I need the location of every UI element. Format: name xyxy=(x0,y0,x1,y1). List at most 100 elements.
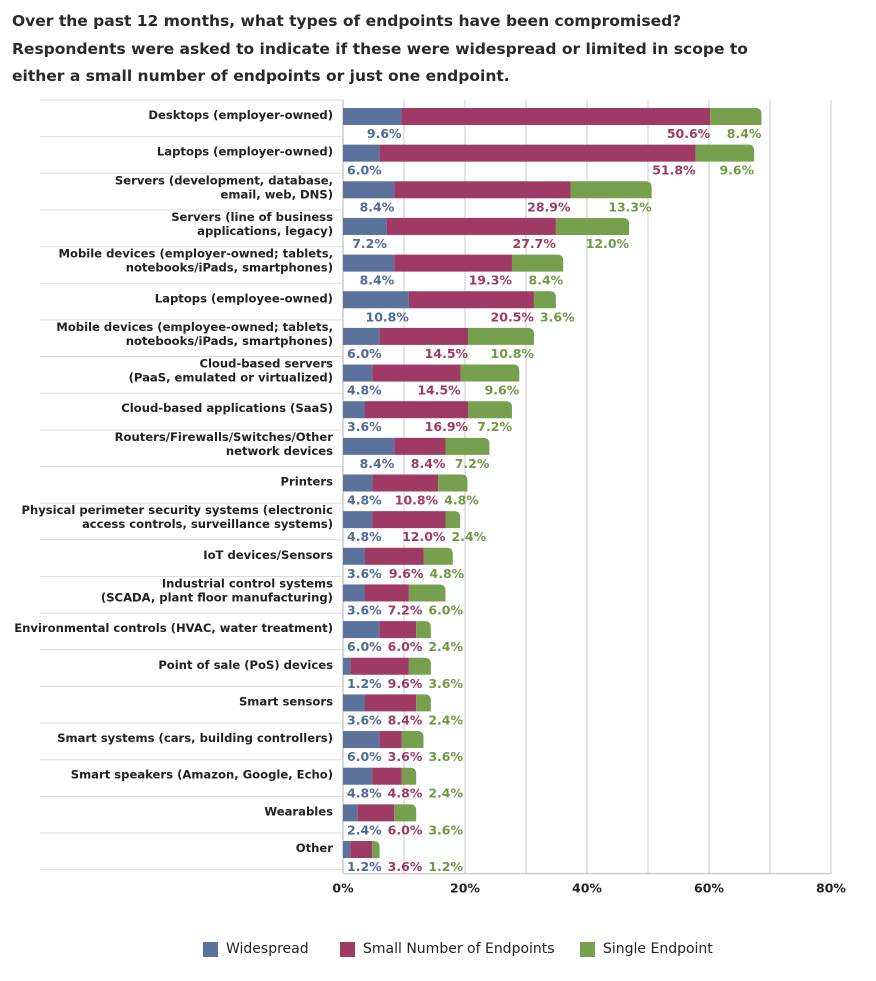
data-label: 6.0% xyxy=(347,749,382,764)
category-label: Cloud-based applications (SaaS) xyxy=(121,401,333,415)
data-label: 3.6% xyxy=(428,676,463,691)
data-label: 4.8% xyxy=(347,529,382,544)
bar-segment-widespread xyxy=(343,621,380,639)
bar-segment-small-number-of-endpoints xyxy=(379,731,402,749)
data-label: 12.0% xyxy=(402,529,446,544)
bar-segment-small-number-of-endpoints xyxy=(379,621,417,639)
category-label: applications, legacy) xyxy=(197,224,333,238)
title-line: Over the past 12 months, what types of e… xyxy=(12,12,682,30)
bar-segment-small-number-of-endpoints xyxy=(394,254,512,272)
category-label: Point of sale (PoS) devices xyxy=(158,658,333,672)
data-label: 8.4% xyxy=(388,712,423,727)
legend-swatch xyxy=(340,941,355,957)
data-label: 2.4% xyxy=(451,529,486,544)
category-label: Desktops (employer-owned) xyxy=(148,108,333,122)
bar-segment-single-endpoint xyxy=(533,291,556,309)
data-label: 6.0% xyxy=(347,346,382,361)
data-label: 1.2% xyxy=(347,676,382,691)
bar-segment-small-number-of-endpoints xyxy=(372,364,461,382)
data-label: 3.6% xyxy=(428,822,463,837)
bar-segment-single-endpoint xyxy=(710,108,762,125)
legend-item-single-endpoint: Single Endpoint xyxy=(580,941,713,957)
bar-segment-single-endpoint xyxy=(468,327,534,345)
bar-segment-small-number-of-endpoints xyxy=(394,437,446,455)
bar-segment-small-number-of-endpoints xyxy=(372,511,446,529)
data-label: 2.4% xyxy=(428,712,463,727)
category-label: Wearables xyxy=(264,804,333,818)
bar-segment-small-number-of-endpoints xyxy=(364,547,424,565)
data-label: 6.0% xyxy=(347,639,382,654)
data-label: 3.6% xyxy=(347,602,382,617)
data-label: 4.8% xyxy=(444,493,479,508)
data-label: 6.0% xyxy=(388,822,423,837)
category-label: access controls, surveillance systems) xyxy=(82,517,333,531)
bar-segment-widespread xyxy=(343,181,395,199)
data-label: 9.6% xyxy=(367,126,402,141)
category-label: Industrial control systems xyxy=(162,576,333,590)
legend: Widespread Small Number of Endpoints Sin… xyxy=(0,941,876,963)
bar-segment-widespread xyxy=(343,657,351,675)
category-label: Laptops (employer-owned) xyxy=(157,145,333,159)
data-label: 3.6% xyxy=(347,566,382,581)
bar-segment-widespread xyxy=(343,547,365,565)
bar-segment-widespread xyxy=(343,144,380,162)
x-tick-label: 40% xyxy=(572,881,602,896)
data-label: 4.8% xyxy=(430,566,465,581)
data-label: 3.6% xyxy=(428,749,463,764)
bar-segment-widespread xyxy=(343,217,387,235)
bar-segment-widespread xyxy=(343,474,373,492)
bar-segment-single-endpoint xyxy=(423,547,453,565)
category-label: Mobile devices (employee-owned; tablets, xyxy=(56,320,333,334)
category-label: Smart sensors xyxy=(239,694,333,708)
category-label: Laptops (employee-owned) xyxy=(155,291,333,305)
legend-label: Small Number of Endpoints xyxy=(363,941,555,957)
category-label: (SCADA, plant floor manufacturing) xyxy=(101,590,333,604)
category-label: Physical perimeter security systems (ele… xyxy=(21,503,333,517)
bar-segment-small-number-of-endpoints xyxy=(364,584,409,602)
bar-segment-small-number-of-endpoints xyxy=(372,474,439,492)
data-label: 7.2% xyxy=(477,419,512,434)
data-label: 6.0% xyxy=(428,602,463,617)
data-label: 1.2% xyxy=(347,859,382,874)
bar-segment-widespread xyxy=(343,291,409,309)
bar-segment-small-number-of-endpoints xyxy=(357,804,395,822)
bar-segment-small-number-of-endpoints xyxy=(350,657,409,675)
bar-segment-widespread xyxy=(343,364,373,382)
bar-segment-small-number-of-endpoints xyxy=(372,767,402,785)
data-label: 8.4% xyxy=(360,199,395,214)
category-label: email, web, DNS) xyxy=(221,187,333,201)
data-label: 16.9% xyxy=(425,419,469,434)
bar-segment-single-endpoint xyxy=(570,181,652,199)
bar-segment-widespread xyxy=(343,401,365,419)
data-label: 6.0% xyxy=(347,163,382,178)
x-tick-label: 20% xyxy=(450,881,480,896)
title-line: Respondents were asked to indicate if th… xyxy=(12,39,748,58)
data-label: 8.4% xyxy=(727,126,762,141)
category-label: Mobile devices (employer-owned; tablets, xyxy=(58,247,333,261)
bar-segment-single-endpoint xyxy=(445,437,490,455)
data-label: 9.6% xyxy=(719,163,754,178)
bar-segment-small-number-of-endpoints xyxy=(394,181,571,199)
category-label: (PaaS, emulated or virtualized) xyxy=(129,371,333,385)
bar-segment-single-endpoint xyxy=(372,841,380,858)
category-label: Environmental controls (HVAC, water trea… xyxy=(14,621,333,635)
category-label: Smart speakers (Amazon, Google, Echo) xyxy=(71,768,333,782)
bar-segment-single-endpoint xyxy=(468,401,512,419)
bar-segment-small-number-of-endpoints xyxy=(350,841,373,858)
category-label: Servers (development, database, xyxy=(115,173,333,187)
data-label: 51.8% xyxy=(652,163,696,178)
bar-segment-small-number-of-endpoints xyxy=(379,144,696,162)
data-label: 7.2% xyxy=(352,236,387,251)
data-label: 50.6% xyxy=(667,126,711,141)
data-label: 7.2% xyxy=(455,456,490,471)
bar-segment-widespread xyxy=(343,731,380,749)
bar-segment-single-endpoint xyxy=(408,657,431,675)
data-label: 6.0% xyxy=(388,639,423,654)
data-label: 2.4% xyxy=(347,822,382,837)
data-label: 8.4% xyxy=(360,273,395,288)
legend-item-small-number: Small Number of Endpoints xyxy=(340,941,555,957)
category-label: notebooks/iPads, smartphones) xyxy=(126,334,333,348)
category-label: Servers (line of business xyxy=(171,210,333,224)
category-label: network devices xyxy=(226,444,333,458)
